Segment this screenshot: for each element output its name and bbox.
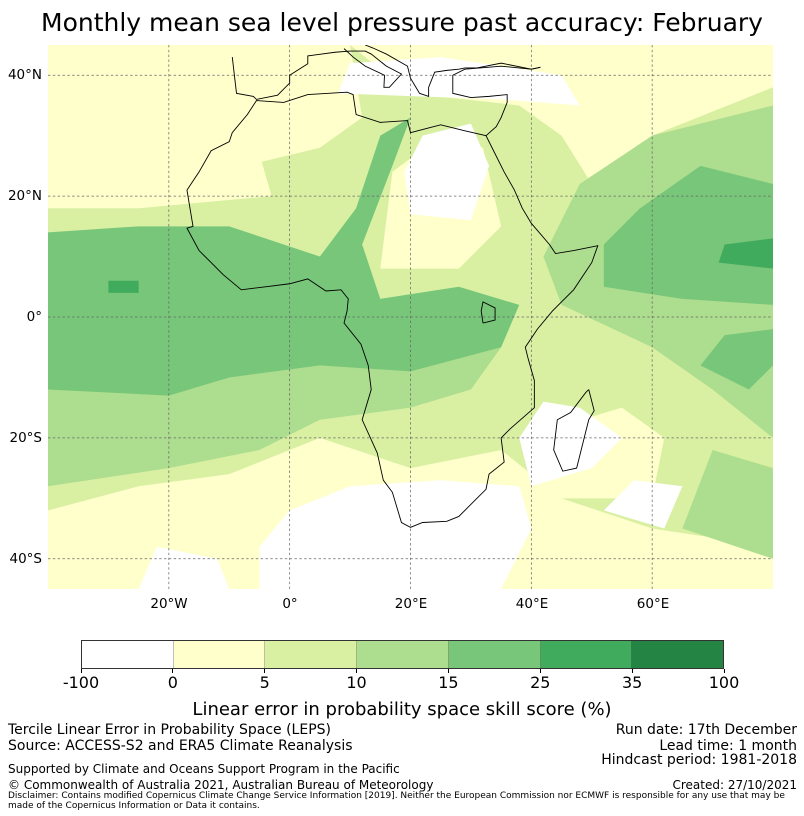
colorbar-swatch: [265, 641, 358, 668]
run-date: Run date: 17th December: [615, 722, 797, 738]
colorbar-tick-mark: [264, 669, 266, 673]
skill-region-top: [718, 238, 773, 269]
colorbar-tick-label: 10: [346, 673, 367, 692]
lat-label: 40°S: [9, 551, 43, 567]
colorbar-tick-label: 0: [167, 673, 178, 692]
skill-region-low: [48, 45, 230, 136]
colorbar-swatch: [540, 641, 633, 668]
hindcast-period: Hindcast period: 1981-2018: [601, 752, 797, 768]
colorbar-tick-label: -100: [62, 673, 100, 692]
skill-map: [48, 45, 773, 589]
lon-label: 20°W: [150, 596, 188, 612]
colorbar-swatch: [357, 641, 449, 668]
lat-label: 40°N: [7, 67, 42, 83]
skill-region-none: [603, 480, 683, 529]
colorbar-tick-mark: [723, 669, 725, 673]
lat-label: 20°S: [9, 430, 43, 446]
africa-coast: [186, 91, 599, 528]
skill-region-none: [259, 480, 532, 589]
colorbar-tick-mark: [447, 669, 449, 673]
colorbar-tick-label: 100: [708, 673, 740, 692]
created-date: Created: 27/10/2021: [672, 778, 797, 792]
lat-label: 0°: [26, 309, 42, 325]
lon-label: 60°E: [636, 596, 670, 612]
coastlines: [186, 45, 599, 528]
lead-time: Lead time: 1 month: [659, 738, 797, 754]
europe-coast: [231, 48, 403, 100]
adriatic-greece-coast: [365, 45, 541, 98]
colorbar-tick-mark: [356, 669, 358, 673]
colorbar-tick-label: 35: [621, 673, 643, 692]
graticule: [48, 45, 773, 589]
skill-region-none: [338, 57, 580, 106]
colorbar-tick-label: 15: [438, 673, 459, 692]
support-text: Supported by Climate and Oceans Support …: [8, 762, 400, 776]
arabia-coast: [452, 65, 541, 137]
colorbar-tick-label: 25: [530, 673, 551, 692]
madagascar-coast: [553, 389, 595, 472]
method-text: Tercile Linear Error in Probability Spac…: [8, 722, 331, 738]
lon-label: 20°E: [394, 596, 428, 612]
skill-region-high: [603, 165, 773, 305]
colorbar-tick-label: 5: [259, 673, 270, 692]
source-text: Source: ACCESS-S2 and ERA5 Climate Reana…: [8, 738, 353, 754]
skill-region-mid: [682, 449, 773, 559]
skill-region-top: [108, 280, 139, 293]
colorbar-tick-mark: [539, 669, 541, 673]
copyright-text: © Commonwealth of Australia 2021, Austra…: [8, 778, 434, 792]
colorbar-swatch: [448, 641, 541, 668]
colorbar-tick-mark: [172, 669, 174, 673]
lake-victoria: [480, 301, 496, 324]
colorbar-label: Linear error in probability space skill …: [192, 699, 612, 720]
skill-region-high: [48, 117, 520, 396]
colorbar: [81, 640, 724, 669]
lat-label: 20°N: [7, 188, 42, 204]
skill-region-high: [700, 329, 773, 390]
skill-region-none: [138, 546, 230, 589]
figure-title: Monthly mean sea level pressure past acc…: [41, 8, 763, 37]
colorbar-swatch: [173, 641, 266, 668]
colorbar-tick-mark: [631, 669, 633, 673]
lon-label: 0°: [282, 596, 298, 612]
skill-region-none: [519, 401, 622, 487]
colorbar-swatch: [82, 641, 174, 668]
skill-region-low: [48, 45, 272, 209]
lon-label: 40°E: [515, 596, 549, 612]
disclaimer: Disclaimer: Contains modified Copernicus…: [8, 791, 785, 811]
colorbar-tick-mark: [80, 669, 82, 673]
colorbar-swatch: [632, 641, 724, 668]
